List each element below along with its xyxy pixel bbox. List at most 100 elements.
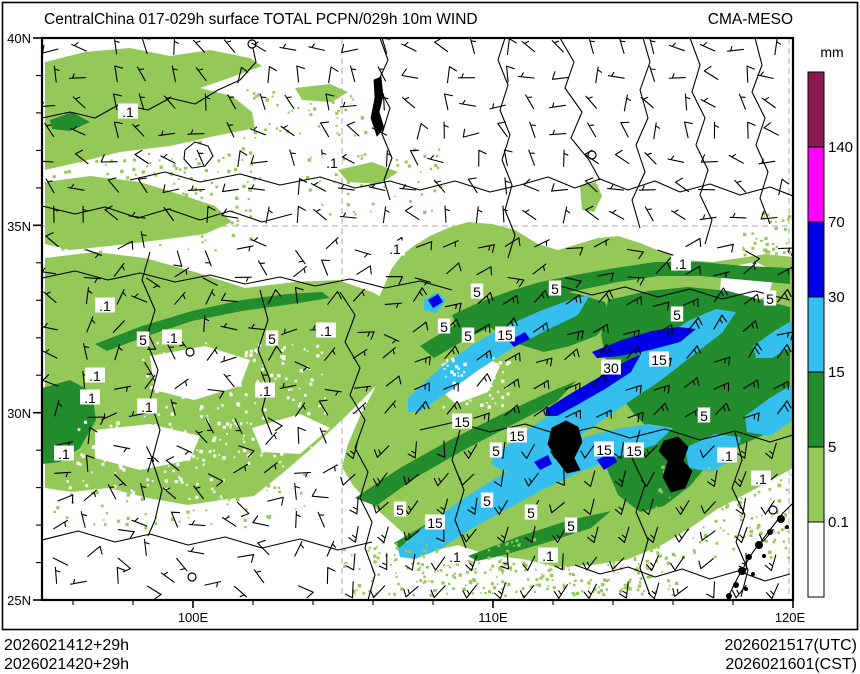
- contour-label-box: [564, 517, 578, 533]
- contour-label: .1: [316, 322, 336, 339]
- precip-region-cy: [753, 320, 792, 358]
- x-tick-label: 100E: [178, 610, 209, 625]
- island: [733, 582, 739, 588]
- precip-speckle-lt: [306, 148, 443, 216]
- contour-label-text: 15: [427, 515, 443, 531]
- contour-label-box: [717, 447, 737, 463]
- contour-label-text: 5: [464, 328, 472, 344]
- contour-label-box: [80, 389, 100, 405]
- contour-label-text: .1: [721, 448, 733, 464]
- colorbar-segment: [807, 146, 825, 223]
- contour-label: 15: [452, 413, 472, 430]
- contour-label-text: .1: [542, 548, 554, 564]
- precip-speckle-wh: [442, 357, 511, 409]
- contour-label-text: .1: [389, 241, 401, 257]
- province-boundary: [631, 429, 651, 596]
- contour-label-text: .1: [99, 298, 111, 314]
- colorbar-segment: [807, 221, 825, 298]
- contour-label-text: .1: [141, 399, 153, 415]
- province-boundary: [519, 176, 792, 197]
- island: [751, 572, 755, 576]
- contour-label: .1: [751, 470, 771, 487]
- contour-label-box: [265, 330, 279, 346]
- contour-label: .1: [95, 297, 115, 314]
- precip-region-lt: [45, 176, 232, 250]
- contour-label-box: [85, 367, 105, 383]
- city-circle-marker: [185, 347, 195, 357]
- contour-label-box: [316, 322, 336, 338]
- lake: [658, 436, 693, 493]
- y-tick-label: 30N: [7, 406, 31, 421]
- valid-time-utc: 2026021517(UTC): [724, 637, 857, 654]
- island: [746, 554, 752, 560]
- contour-label-text: .1: [449, 549, 461, 565]
- precip-region-lt: [295, 84, 348, 102]
- contour-label: 5: [461, 327, 475, 344]
- contour-label-text: 5: [527, 505, 535, 521]
- precip-region-bl: [428, 294, 443, 308]
- contour-label-text: 5: [551, 281, 559, 297]
- island: [767, 529, 773, 535]
- province-boundary: [731, 431, 749, 598]
- contour-label: 5: [670, 306, 684, 323]
- contour-label-text: 5: [673, 307, 681, 323]
- lake: [370, 76, 385, 137]
- contour-label-box: [162, 329, 182, 345]
- province-boundary: [419, 421, 792, 443]
- contour-label-box: [118, 103, 138, 119]
- contour-label-text: 15: [651, 352, 667, 368]
- x-tick-label: 120E: [775, 610, 806, 625]
- province-boundary: [559, 39, 601, 181]
- contour-label-box: [54, 445, 74, 461]
- contour-label-text: .1: [58, 446, 70, 462]
- contour-label-box: [137, 398, 157, 414]
- precip-region-bl: [509, 332, 530, 347]
- contour-label-box: [461, 327, 475, 343]
- chart-title: CentralChina 017-029h surface TOTAL PCPN…: [44, 11, 478, 28]
- colorbar-label: 70: [828, 214, 845, 231]
- y-tick-label: 40N: [7, 31, 31, 46]
- contour-label: 15: [624, 442, 644, 459]
- x-tick-label: 110E: [478, 610, 508, 625]
- contour-label-box: [437, 318, 451, 334]
- outer-border: [1, 1, 859, 631]
- precip-speckle-lt: [243, 89, 368, 140]
- contour-label-box: [671, 255, 691, 271]
- contour-label-box: [538, 547, 558, 563]
- contour-label-box: [697, 407, 711, 423]
- contour-label-text: 15: [497, 327, 513, 343]
- contour-label-text: .1: [259, 383, 271, 399]
- contour-label-box: [763, 290, 777, 306]
- contour-label-box: [136, 331, 150, 347]
- contour-label: .1: [538, 547, 558, 564]
- precip-region-dk: [355, 381, 576, 506]
- init-time-block: 2026021412+29h 2026021420+29h: [4, 636, 129, 674]
- contour-label-box: [445, 548, 465, 564]
- contour-label-box: [670, 306, 684, 322]
- contour-label-box: [489, 442, 503, 458]
- province-boundary: [43, 270, 453, 291]
- contour-label-text: 5: [700, 408, 708, 424]
- contour-label: 5: [480, 492, 494, 509]
- precip-region-dk: [95, 292, 330, 351]
- contour-label: .1: [671, 255, 691, 272]
- province-boundary: [497, 39, 516, 259]
- colorbar-label: 140: [828, 139, 853, 156]
- contour-label-box: [601, 359, 621, 375]
- contour-label-text: .1: [89, 368, 101, 384]
- contour-label-text: 5: [567, 518, 575, 534]
- contour-label: 5: [136, 331, 150, 348]
- colorbar-segment: [807, 71, 825, 148]
- contour-label-text: 5: [396, 502, 404, 518]
- init-time-line-1: 2026021412+29h: [4, 637, 130, 654]
- contour-label-text: 15: [454, 414, 470, 430]
- contour-label-box: [751, 470, 771, 486]
- contour-label: 15: [425, 514, 445, 531]
- contour-label: 15: [507, 427, 527, 444]
- contour-label-box: [649, 351, 669, 367]
- contour-label-text: 15: [626, 443, 642, 459]
- contour-label: 5: [697, 407, 711, 424]
- model-name: CMA-MESO: [707, 11, 793, 28]
